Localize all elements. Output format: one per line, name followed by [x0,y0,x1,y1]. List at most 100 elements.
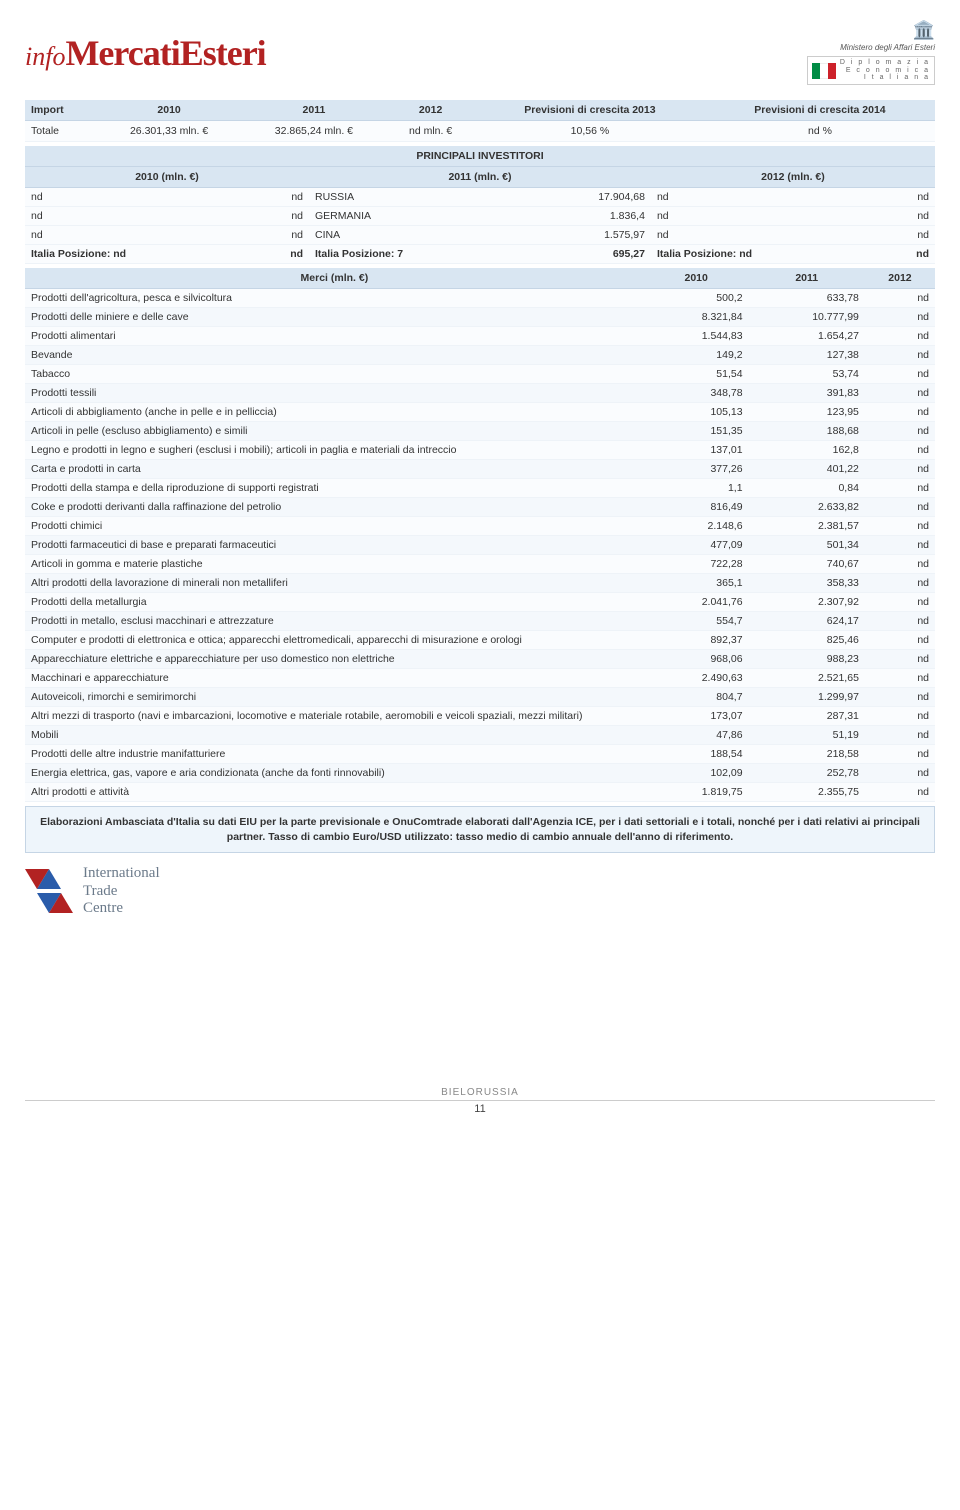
merci-label: Prodotti tessili [25,384,644,403]
investor-row: ndndGERMANIA1.836,4ndnd [25,207,935,226]
merci-label: Computer e prodotti di elettronica e ott… [25,631,644,650]
merci-label: Prodotti delle miniere e delle cave [25,308,644,327]
merci-label: Prodotti chimici [25,517,644,536]
merci-value: 149,2 [644,346,749,365]
cell-2014: nd % [705,121,935,142]
investor-cell: nd [256,188,309,207]
investor-row: ndndCINA1.575,97ndnd [25,226,935,245]
investor-cell: nd [25,226,256,245]
merci-row: Altri mezzi di trasporto (navi e imbarca… [25,707,935,726]
merci-label: Energia elettrica, gas, vapore e aria co… [25,764,644,783]
merci-value: 740,67 [749,555,865,574]
merci-label: Prodotti delle altre industrie manifattu… [25,745,644,764]
investor-italia-cell: 695,27 [525,245,651,264]
merci-row: Prodotti alimentari1.544,831.654,27nd [25,327,935,346]
merci-value: 500,2 [644,289,749,308]
merci-value: 162,8 [749,441,865,460]
merci-value: nd [865,612,935,631]
merci-label: Altri mezzi di trasporto (navi e imbarca… [25,707,644,726]
merci-value: 892,37 [644,631,749,650]
investor-cell: GERMANIA [309,207,525,226]
merci-row: Computer e prodotti di elettronica e ott… [25,631,935,650]
inv-col-2010: 2010 (mln. €) [25,167,309,188]
merci-label: Bevande [25,346,644,365]
merci-value: 1.654,27 [749,327,865,346]
merci-value: 1.819,75 [644,783,749,802]
merci-label: Autoveicoli, rimorchi e semirimorchi [25,688,644,707]
merci-label: Macchinari e apparecchiature [25,669,644,688]
merci-value: 1,1 [644,479,749,498]
merci-value: 2.521,65 [749,669,865,688]
merci-value: 624,17 [749,612,865,631]
merci-value: 51,19 [749,726,865,745]
cell-2012: nd mln. € [386,121,475,142]
footer-page-number: 11 [25,1103,935,1115]
merci-row: Articoli in gomma e materie plastiche722… [25,555,935,574]
logo-info-text: info [25,42,65,72]
merci-value: 816,49 [644,498,749,517]
merci-value: nd [865,346,935,365]
merci-row: Prodotti delle miniere e delle cave8.321… [25,308,935,327]
merci-label: Prodotti farmaceutici di base e preparat… [25,536,644,555]
merci-value: 804,7 [644,688,749,707]
investor-cell: 17.904,68 [525,188,651,207]
investors-table: 2010 (mln. €) 2011 (mln. €) 2012 (mln. €… [25,167,935,264]
merci-row: Prodotti delle altre industrie manifattu… [25,745,935,764]
merci-label: Tabacco [25,365,644,384]
import-total-row: Totale 26.301,33 mln. € 32.865,24 mln. €… [25,121,935,142]
merci-value: 2.633,82 [749,498,865,517]
investor-cell: nd [651,188,882,207]
merci-label: Prodotti alimentari [25,327,644,346]
investor-cell: 1.836,4 [525,207,651,226]
logo-mercati-text: MercatiEsteri [65,32,265,74]
merci-value: 722,28 [644,555,749,574]
cell-2013: 10,56 % [475,121,705,142]
merci-value: nd [865,688,935,707]
merci-value: nd [865,593,935,612]
merci-value: nd [865,327,935,346]
merci-row: Autoveicoli, rimorchi e semirimorchi804,… [25,688,935,707]
dei-flag-box: D i p l o m a z i a E c o n o m i c a I … [807,56,935,85]
merci-value: nd [865,555,935,574]
merci-value: nd [865,498,935,517]
merci-value: 8.321,84 [644,308,749,327]
footer-country: BIELORUSSIA [25,1087,935,1101]
merci-row: Prodotti della stampa e della riproduzio… [25,479,935,498]
merci-value: nd [865,441,935,460]
merci-row: Altri prodotti e attività1.819,752.355,7… [25,783,935,802]
merci-row: Altri prodotti della lavorazione di mine… [25,574,935,593]
merci-value: 391,83 [749,384,865,403]
investor-cell: 1.575,97 [525,226,651,245]
merci-value: 968,06 [644,650,749,669]
merci-row: Prodotti farmaceutici di base e preparat… [25,536,935,555]
merci-value: 1.299,97 [749,688,865,707]
merci-value: 2.490,63 [644,669,749,688]
merci-value: 633,78 [749,289,865,308]
merci-value: 53,74 [749,365,865,384]
import-summary-table: Import 2010 2011 2012 Previsioni di cres… [25,100,935,142]
merci-row: Prodotti in metallo, esclusi macchinari … [25,612,935,631]
merci-value: 1.544,83 [644,327,749,346]
investor-cell: nd [651,207,882,226]
merci-value: nd [865,726,935,745]
investor-cell: nd [882,226,935,245]
merci-label: Altri prodotti e attività [25,783,644,802]
merci-value: nd [865,764,935,783]
dei-text: D i p l o m a z i a E c o n o m i c a I … [840,59,930,82]
merci-value: nd [865,460,935,479]
merci-value: 173,07 [644,707,749,726]
merci-value: 2.355,75 [749,783,865,802]
investor-italia-cell: Italia Posizione: nd [651,245,882,264]
page-footer: BIELORUSSIA 11 [25,1087,935,1115]
investor-italia-cell: nd [882,245,935,264]
merci-label: Mobili [25,726,644,745]
investor-row: ndndRUSSIA17.904,68ndnd [25,188,935,207]
merci-row: Macchinari e apparecchiature2.490,632.52… [25,669,935,688]
merci-label-col: Merci (mln. €) [25,268,644,289]
merci-value: 0,84 [749,479,865,498]
merci-value: nd [865,707,935,726]
cell-label: Totale [25,121,97,142]
investor-cell: nd [25,188,256,207]
merci-value: 252,78 [749,764,865,783]
merci-value: 287,31 [749,707,865,726]
